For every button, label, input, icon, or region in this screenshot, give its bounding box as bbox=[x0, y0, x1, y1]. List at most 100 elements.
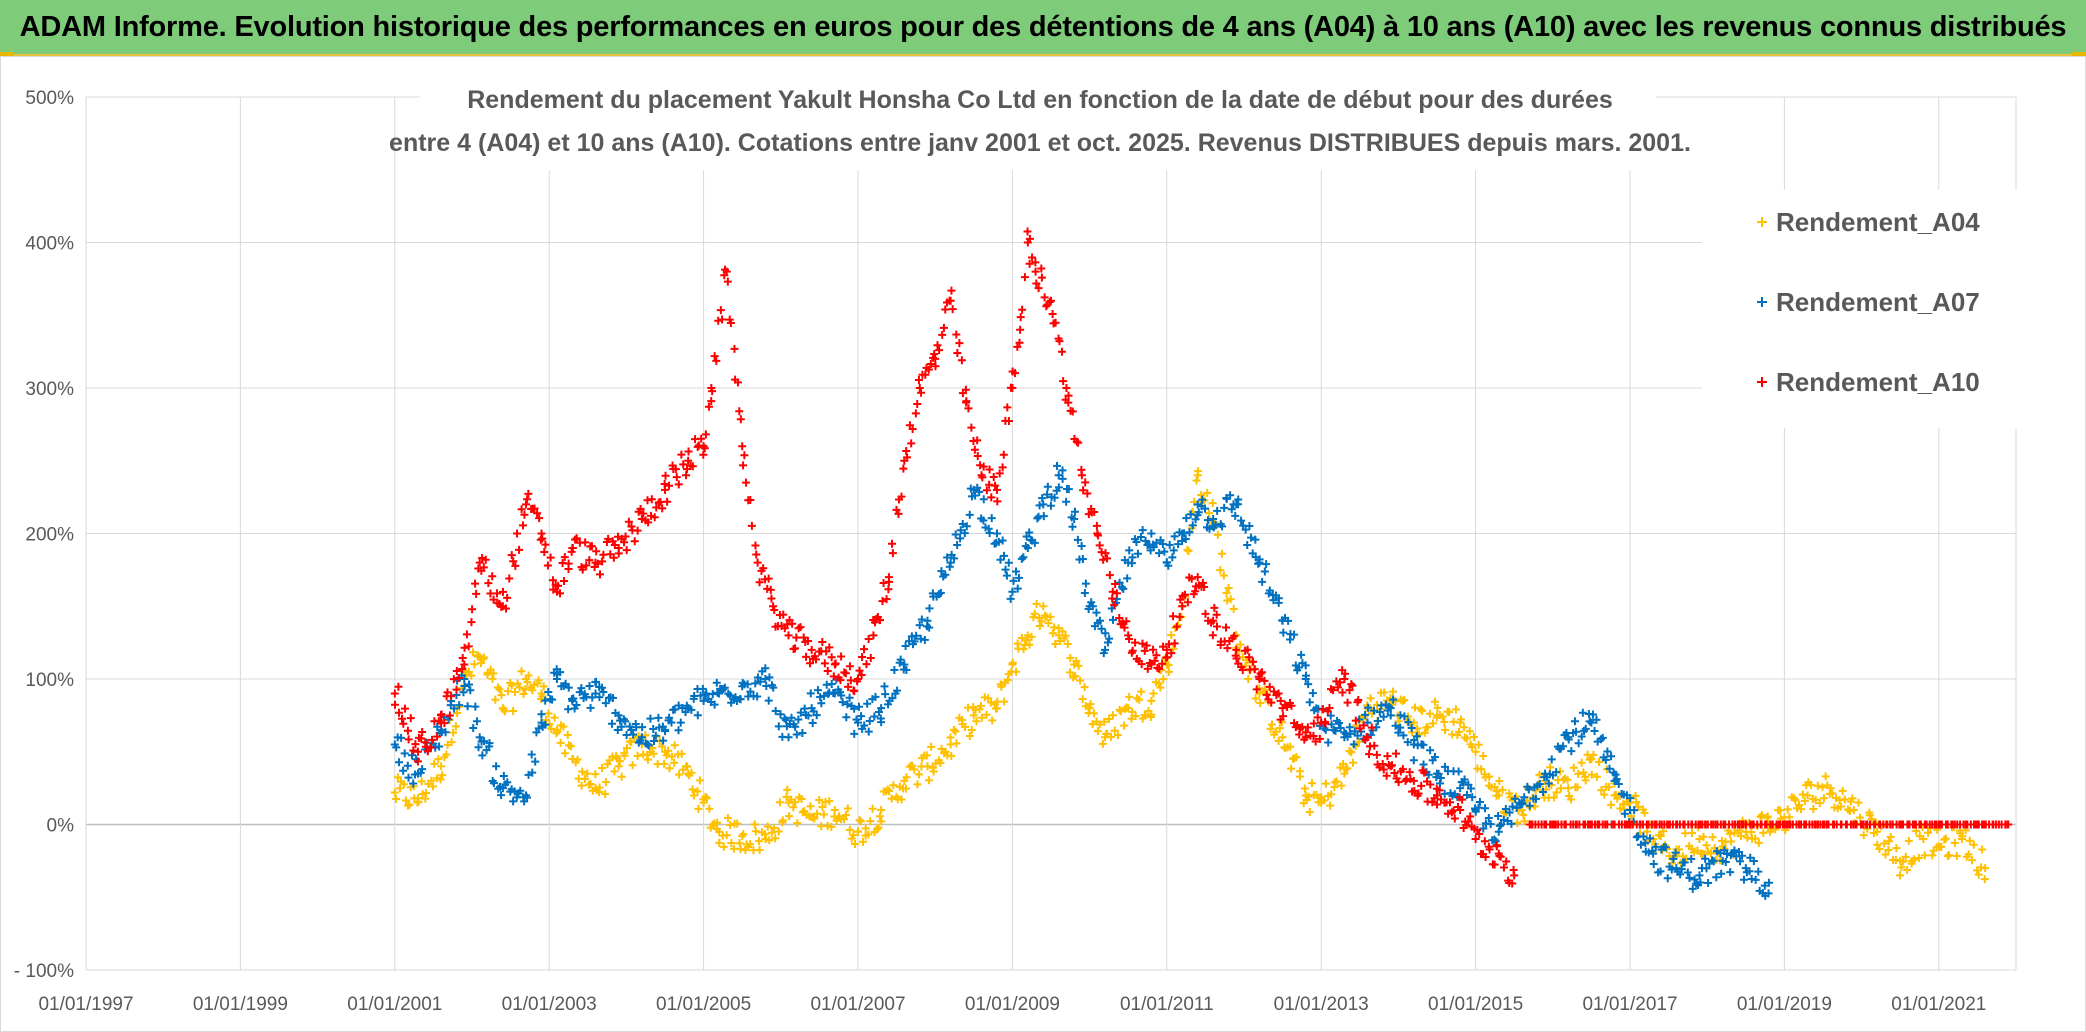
data-point bbox=[836, 676, 845, 685]
data-point bbox=[750, 820, 759, 829]
data-point bbox=[510, 688, 519, 697]
data-point bbox=[1279, 712, 1288, 721]
data-point bbox=[505, 574, 514, 583]
data-point bbox=[894, 509, 903, 518]
data-point bbox=[837, 652, 846, 661]
data-point bbox=[1430, 752, 1439, 761]
data-point bbox=[746, 840, 755, 849]
data-point bbox=[1680, 858, 1689, 867]
data-point bbox=[1339, 759, 1348, 768]
data-point bbox=[1095, 720, 1104, 729]
data-point bbox=[413, 757, 422, 766]
data-point bbox=[1445, 708, 1454, 717]
data-point bbox=[1431, 697, 1440, 706]
data-point bbox=[488, 572, 497, 581]
data-point bbox=[684, 447, 693, 456]
data-point bbox=[484, 579, 493, 588]
data-point bbox=[1391, 749, 1400, 758]
data-point bbox=[1484, 814, 1493, 823]
data-point bbox=[913, 780, 922, 789]
data-point bbox=[1873, 840, 1882, 849]
data-point bbox=[1590, 727, 1599, 736]
data-point bbox=[1224, 584, 1233, 593]
data-point bbox=[752, 550, 761, 559]
data-point bbox=[1797, 805, 1806, 814]
data-point bbox=[1131, 638, 1140, 647]
data-point bbox=[399, 780, 408, 789]
data-point bbox=[403, 761, 412, 770]
data-point bbox=[1138, 639, 1147, 648]
data-point bbox=[421, 789, 430, 798]
data-point bbox=[1347, 748, 1356, 757]
data-point bbox=[979, 495, 988, 504]
data-point bbox=[1145, 658, 1154, 667]
data-point bbox=[771, 834, 780, 843]
data-point bbox=[2003, 820, 2012, 829]
data-point bbox=[1108, 587, 1117, 596]
data-point bbox=[1449, 806, 1458, 815]
data-point bbox=[507, 551, 516, 560]
data-point bbox=[787, 795, 796, 804]
data-point bbox=[1068, 522, 1077, 531]
data-point bbox=[1531, 794, 1540, 803]
data-point bbox=[476, 659, 485, 668]
data-point bbox=[1147, 710, 1156, 719]
data-point bbox=[955, 339, 964, 348]
data-point bbox=[985, 528, 994, 537]
data-point bbox=[875, 616, 884, 625]
data-point bbox=[994, 537, 1003, 546]
data-point bbox=[1475, 830, 1484, 839]
data-point bbox=[467, 618, 476, 627]
data-point bbox=[1032, 599, 1041, 608]
data-point bbox=[400, 704, 409, 713]
data-point bbox=[783, 785, 792, 794]
data-point bbox=[1867, 815, 1876, 824]
data-point bbox=[1203, 488, 1212, 497]
data-point bbox=[916, 634, 925, 643]
data-point bbox=[470, 660, 479, 669]
data-point bbox=[540, 548, 549, 557]
data-point bbox=[567, 742, 576, 751]
data-point bbox=[700, 444, 709, 453]
data-point bbox=[1218, 522, 1227, 531]
data-point bbox=[1053, 461, 1062, 470]
data-point bbox=[1854, 798, 1863, 807]
data-point bbox=[770, 606, 779, 615]
data-point bbox=[659, 736, 668, 745]
data-point bbox=[1604, 783, 1613, 792]
data-point bbox=[1074, 661, 1083, 670]
data-point bbox=[829, 672, 838, 681]
data-point bbox=[1760, 881, 1769, 890]
data-point bbox=[450, 704, 459, 713]
data-point bbox=[1028, 253, 1037, 262]
data-point bbox=[1025, 640, 1034, 649]
data-point bbox=[863, 699, 872, 708]
data-point bbox=[492, 589, 501, 598]
data-point bbox=[549, 585, 558, 594]
data-point bbox=[1574, 739, 1583, 748]
data-point bbox=[1904, 836, 1913, 845]
data-point bbox=[1054, 631, 1063, 640]
banner: ADAM Informe. Evolution historique des p… bbox=[0, 0, 2086, 56]
data-point bbox=[1250, 665, 1259, 674]
data-point bbox=[1243, 645, 1252, 654]
data-point bbox=[877, 718, 886, 727]
data-point bbox=[1023, 227, 1032, 236]
data-point bbox=[791, 644, 800, 653]
data-point bbox=[1977, 863, 1985, 872]
data-point bbox=[1337, 781, 1346, 790]
data-point bbox=[965, 510, 974, 519]
data-point bbox=[394, 682, 403, 691]
data-point bbox=[1175, 528, 1184, 537]
data-point bbox=[880, 682, 889, 691]
x-tick-label: 01/01/2005 bbox=[656, 994, 751, 1015]
data-point bbox=[597, 683, 606, 692]
data-point bbox=[713, 818, 722, 827]
data-point bbox=[1019, 645, 1028, 654]
data-point bbox=[1046, 501, 1055, 510]
data-point bbox=[1131, 712, 1140, 721]
data-point bbox=[620, 538, 629, 547]
data-point bbox=[554, 581, 563, 590]
data-point bbox=[1552, 768, 1561, 777]
data-point bbox=[1383, 752, 1392, 761]
